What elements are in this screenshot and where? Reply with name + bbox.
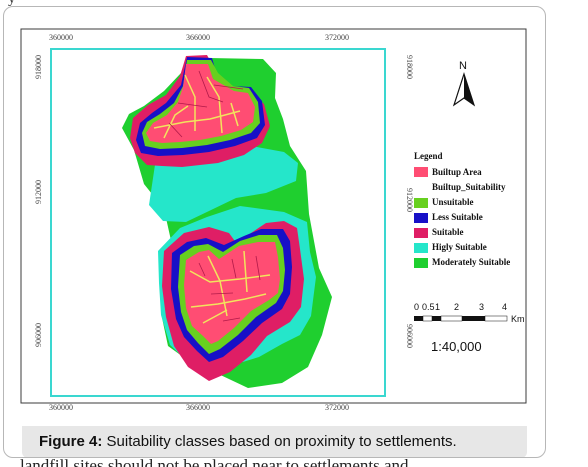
left-coord-1: 918000 — [34, 55, 43, 79]
scale-ratio: 1:40,000 — [431, 339, 482, 354]
figure-caption-text: Suitability classes based on proximity t… — [106, 433, 457, 450]
following-text-line: landfill sites should not be placed near… — [20, 456, 409, 467]
legend-swatch-moderately-suitable — [414, 258, 428, 268]
top-coord-3: 372000 — [325, 33, 349, 42]
scale-tick-05: 0.5 — [422, 302, 435, 312]
left-coord-2: 912000 — [34, 180, 43, 204]
top-coord-2: 366000 — [186, 33, 210, 42]
scale-tick-4: 4 — [502, 302, 507, 312]
figure-caption-label: Figure 4: — [39, 433, 103, 450]
north-arrow-fill — [464, 74, 474, 105]
legend-label-builtup-area: Builtup Area — [432, 167, 482, 177]
legend-swatch-less-suitable — [414, 213, 428, 223]
right-coord-3: 906000 — [405, 324, 414, 348]
local-roads — [168, 70, 261, 322]
bottom-coord-3: 372000 — [325, 403, 349, 412]
north-label: N — [459, 60, 467, 72]
road-network — [153, 74, 271, 324]
legend-label-builtup-suitability: Builtup_Suitability — [432, 182, 506, 192]
legend-label-highly-suitable: Higly Suitable — [432, 242, 487, 252]
bottom-coord-2: 366000 — [186, 403, 210, 412]
legend-label-moderately-suitable: Moderately Suitable — [432, 257, 510, 267]
scale-tick-2: 2 — [454, 302, 459, 312]
builtup-area-north — [146, 64, 255, 143]
legend-label-less-suitable: Less Suitable — [432, 212, 483, 222]
scale-tick-0: 0 — [414, 302, 419, 312]
scale-bar — [414, 315, 508, 322]
previous-text-line: y — [8, 0, 580, 7]
legend-title: Legend — [414, 151, 443, 161]
right-coord-2: 912000 — [405, 188, 414, 212]
legend-swatch-suitable — [414, 228, 428, 238]
bottom-coord-1: 360000 — [49, 403, 73, 412]
legend-label-suitable: Suitable — [432, 227, 464, 237]
scale-tick-1: 1 — [435, 302, 440, 312]
legend-label-unsuitable: Unsuitable — [432, 197, 474, 207]
scale-tick-3: 3 — [479, 302, 484, 312]
scale-unit: Km — [511, 314, 525, 324]
legend-swatch-unsuitable — [414, 198, 428, 208]
figure-card: 360000 366000 372000 360000 366000 37200… — [3, 6, 546, 458]
right-coord-1: 918000 — [405, 55, 414, 79]
figure-caption: Figure 4: Suitability classes based on p… — [22, 426, 527, 457]
suitability-map: 360000 366000 372000 360000 366000 37200… — [20, 28, 527, 412]
legend-swatch-builtup-area — [414, 167, 428, 177]
legend-swatch-highly-suitable — [414, 243, 428, 253]
left-coord-3: 906000 — [34, 323, 43, 347]
top-coord-1: 360000 — [49, 33, 73, 42]
